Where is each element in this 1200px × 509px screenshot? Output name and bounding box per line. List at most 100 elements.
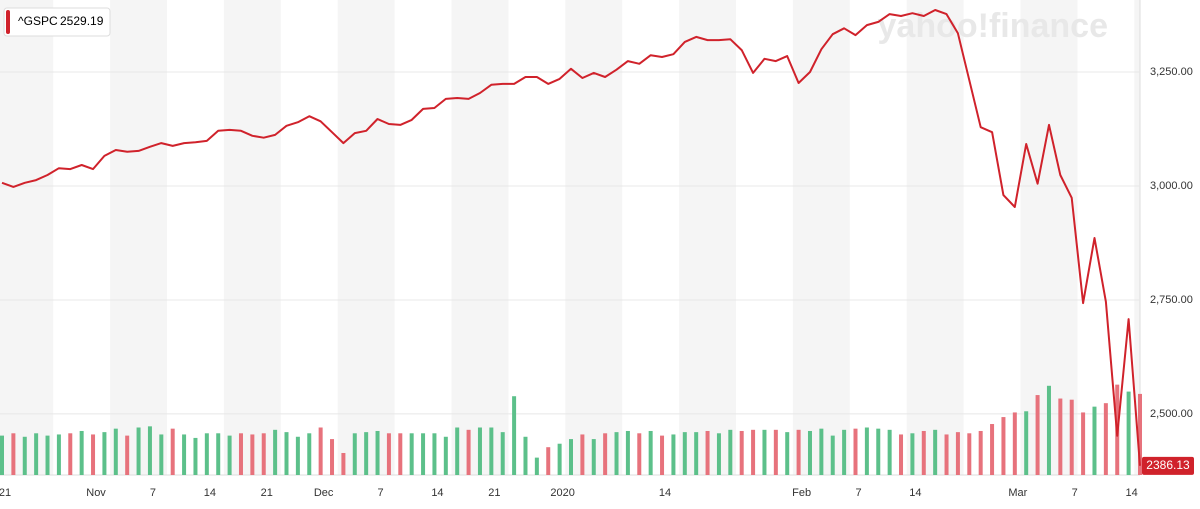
volume-bar bbox=[34, 433, 39, 475]
volume-bar bbox=[11, 433, 16, 475]
volume-bar bbox=[899, 434, 904, 475]
week-band bbox=[110, 0, 168, 475]
volume-bar bbox=[546, 447, 551, 475]
volume-bar bbox=[45, 435, 50, 475]
volume-bar bbox=[773, 429, 778, 475]
volume-bar bbox=[159, 434, 164, 475]
x-tick-label: 7 bbox=[150, 487, 156, 499]
volume-bar bbox=[147, 426, 152, 475]
volume-bar bbox=[386, 433, 391, 475]
volume-bar bbox=[1138, 393, 1142, 475]
volume-bar bbox=[637, 433, 642, 475]
price-line bbox=[1, 9, 1141, 466]
volume-bar bbox=[1081, 412, 1086, 475]
volume-bar bbox=[864, 427, 869, 475]
volume-bar bbox=[1092, 406, 1097, 475]
volume-bar bbox=[102, 432, 107, 475]
volume-bar bbox=[443, 436, 448, 475]
volume-bar bbox=[409, 433, 414, 475]
volume-bar bbox=[238, 433, 243, 475]
volume-bar bbox=[967, 433, 972, 475]
legend-swatch bbox=[6, 10, 10, 34]
volume-bar bbox=[91, 434, 96, 475]
volume-bar bbox=[375, 430, 380, 475]
volume-bar bbox=[295, 436, 300, 475]
volume-bar bbox=[796, 429, 801, 475]
x-tick-label: Nov bbox=[86, 487, 106, 499]
volume-bar bbox=[250, 434, 255, 475]
volume-bar bbox=[671, 434, 676, 475]
volume-bar bbox=[591, 439, 596, 475]
last-price-box bbox=[1142, 456, 1194, 475]
legend-value: 2529.19 bbox=[60, 14, 104, 28]
week-band bbox=[906, 0, 964, 475]
week-band bbox=[1134, 0, 1140, 475]
volume-bar bbox=[876, 428, 881, 475]
volume-bar bbox=[1069, 399, 1074, 475]
volume-bar bbox=[978, 430, 983, 475]
volume-bar bbox=[842, 429, 847, 475]
week-band bbox=[565, 0, 623, 475]
x-tick-label: Mar bbox=[1008, 487, 1027, 499]
x-tick-label: 2020 bbox=[550, 487, 574, 499]
volume-bar bbox=[261, 433, 266, 475]
legend-name: ^GSPC bbox=[18, 14, 58, 28]
volume-bar bbox=[1001, 417, 1006, 475]
volume-bar bbox=[500, 432, 505, 475]
volume-bar bbox=[432, 433, 437, 475]
volume-bar bbox=[216, 433, 221, 475]
volume-bar bbox=[990, 424, 995, 475]
band-layer bbox=[0, 0, 1140, 475]
volume-bar bbox=[830, 435, 835, 475]
week-band bbox=[451, 0, 509, 475]
volume-bar bbox=[0, 435, 4, 475]
volume-bar bbox=[921, 430, 926, 475]
volume-bar bbox=[68, 433, 73, 475]
volume-bar bbox=[728, 429, 733, 475]
volume-bar bbox=[603, 433, 608, 475]
volume-bar bbox=[694, 432, 699, 475]
x-tick-label: 21 bbox=[261, 487, 273, 499]
y-tick-label: 3,000.00 bbox=[1150, 180, 1193, 192]
volume-bar bbox=[193, 437, 198, 475]
volume-bar bbox=[762, 429, 767, 475]
volume-bar bbox=[682, 432, 687, 475]
volume-bar bbox=[944, 434, 949, 475]
volume-bar bbox=[273, 429, 278, 475]
week-band bbox=[792, 0, 850, 475]
x-tick-label: Feb bbox=[792, 487, 811, 499]
x-tick-label: 14 bbox=[431, 487, 443, 499]
volume-bar bbox=[648, 430, 653, 475]
x-tick-label: 7 bbox=[855, 487, 861, 499]
y-tick-label: 2,750.00 bbox=[1150, 294, 1193, 306]
volume-bar bbox=[489, 427, 494, 475]
legend-box bbox=[3, 7, 111, 37]
volume-bar bbox=[79, 430, 84, 475]
x-tick-label: 7 bbox=[377, 487, 383, 499]
volume-bar bbox=[580, 434, 585, 475]
x-tick-label: 14 bbox=[909, 487, 921, 499]
volume-bar bbox=[523, 436, 528, 475]
volume-bar bbox=[887, 429, 892, 475]
x-tick-label: 14 bbox=[1125, 487, 1137, 499]
volume-bar bbox=[660, 435, 665, 475]
volume-bar bbox=[341, 452, 346, 475]
volume-bar bbox=[785, 432, 790, 475]
volume-bar bbox=[910, 433, 915, 475]
week-band bbox=[337, 0, 395, 475]
volume-bar bbox=[136, 427, 141, 475]
volume-bar bbox=[398, 433, 403, 475]
volume-bar bbox=[1046, 385, 1051, 475]
week-band bbox=[0, 0, 54, 475]
volume-bar bbox=[705, 430, 710, 475]
volume-bar bbox=[352, 433, 357, 475]
volume-bar bbox=[1024, 411, 1029, 475]
volume-bar bbox=[307, 433, 312, 475]
x-tick-label: 7 bbox=[1072, 487, 1078, 499]
volume-bar bbox=[227, 435, 232, 475]
volume-bar bbox=[751, 429, 756, 475]
volume-bar bbox=[182, 434, 187, 475]
volume-bar bbox=[1126, 391, 1131, 475]
volume-bar bbox=[955, 432, 960, 475]
